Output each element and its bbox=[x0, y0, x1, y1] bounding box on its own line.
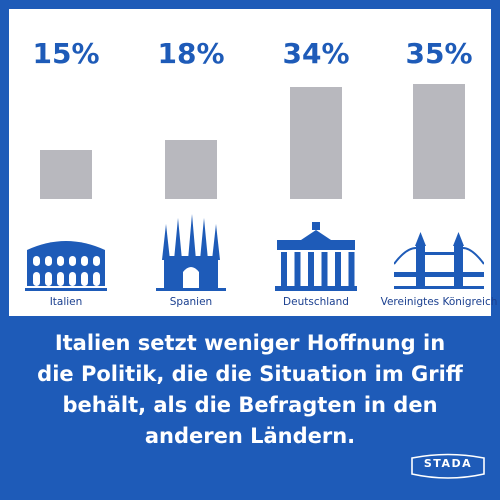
category-label: Deutschland bbox=[283, 296, 349, 308]
value-label: 34% bbox=[282, 37, 350, 70]
value-label: 15% bbox=[32, 37, 100, 70]
bar-chart: 15% Italien 18% Spanien 34% Deutschland 35% Ver… bbox=[9, 9, 497, 316]
brandenburg-gate-icon bbox=[275, 222, 357, 291]
bar bbox=[290, 86, 342, 199]
category-label: Italien bbox=[49, 296, 83, 308]
caption-box: Italien setzt weniger Hoffnung in die Po… bbox=[0, 315, 500, 465]
value-label: 18% bbox=[157, 37, 225, 70]
bar bbox=[413, 83, 465, 199]
stada-logo-shape bbox=[411, 453, 485, 479]
chart-panel: 15% Italien 18% Spanien 34% Deutschland 35% Ver… bbox=[9, 9, 497, 316]
colosseum-icon bbox=[25, 241, 107, 291]
stada-logo-text: STADA bbox=[423, 457, 473, 470]
stada-logo: STADA bbox=[410, 452, 486, 482]
category-label: Spanien bbox=[169, 296, 213, 308]
caption-text: Italien setzt weniger Hoffnung in die Po… bbox=[37, 331, 463, 448]
tower-bridge-icon bbox=[394, 232, 484, 289]
sagrada-familia-icon bbox=[156, 214, 226, 291]
value-label: 35% bbox=[405, 37, 473, 70]
bar bbox=[40, 149, 92, 199]
category-label: Vereinigtes Königreich bbox=[380, 296, 498, 308]
bar bbox=[165, 139, 217, 199]
